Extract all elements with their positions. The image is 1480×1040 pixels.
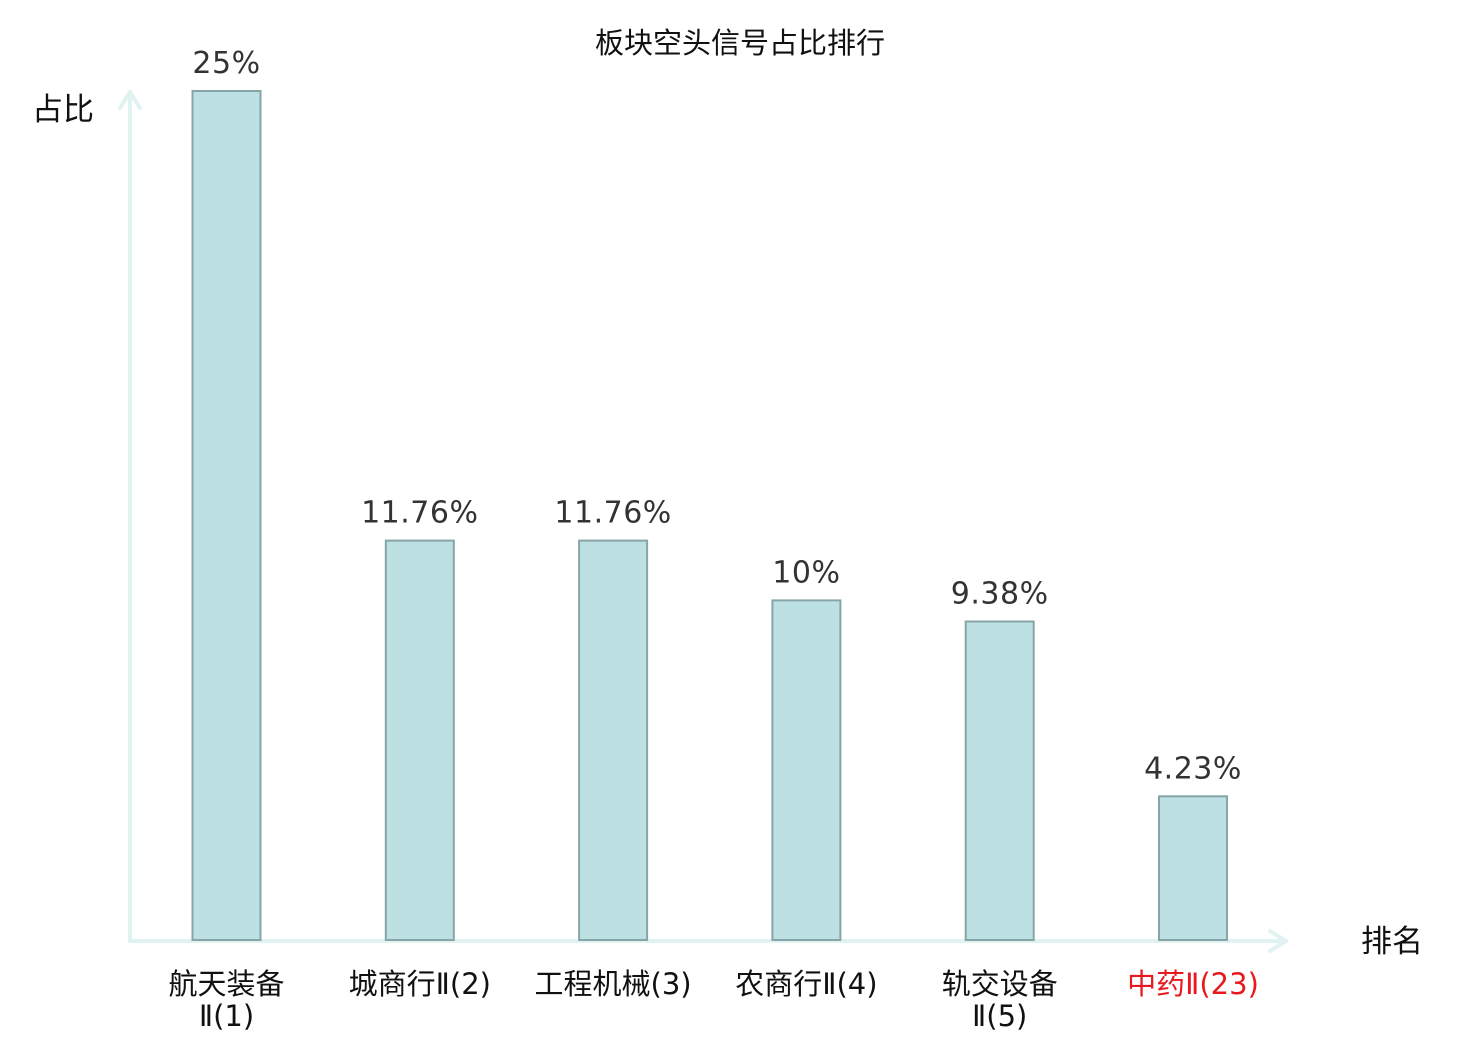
- value-label-1: 25%: [192, 46, 260, 81]
- value-label-6: 4.23%: [1144, 751, 1242, 786]
- category-labels-group: 航天装备 Ⅱ(1) 城商行Ⅱ(2) 工程机械(3) 农商行Ⅱ(4) 轨交设备 Ⅱ(5) 中药Ⅱ…: [168, 967, 1258, 1033]
- value-labels-group: 25% 11.76% 11.76% 10% 9.38% 4.23%: [192, 46, 1242, 786]
- bars-group: [191, 90, 1228, 942]
- bar-1: [191, 90, 262, 941]
- x-axis-label: 排名: [1361, 924, 1423, 960]
- category-label-1: 航天装备 Ⅱ(1): [168, 967, 284, 1033]
- bar-4: [771, 599, 842, 942]
- y-axis-label: 占比: [32, 92, 94, 128]
- category-label-line: 轨交设备: [942, 967, 1058, 1001]
- value-label-4: 10%: [772, 555, 840, 590]
- value-label-3: 11.76%: [554, 496, 671, 531]
- category-label-line: 中药Ⅱ(23): [1127, 967, 1259, 1001]
- category-label-line: Ⅱ(5): [972, 999, 1027, 1033]
- x-axis-arrowhead: [1268, 929, 1288, 953]
- value-label-5: 9.38%: [951, 577, 1049, 612]
- category-label-5: 轨交设备 Ⅱ(5): [942, 967, 1058, 1033]
- value-label-2: 11.76%: [361, 496, 478, 531]
- category-label-2: 城商行Ⅱ(2): [349, 967, 491, 1001]
- bar-6: [1158, 795, 1228, 941]
- category-label-line: 城商行Ⅱ(2): [349, 967, 491, 1001]
- chart-title: 板块空头信号占比排行: [595, 26, 885, 60]
- category-label-line: 航天装备: [168, 967, 284, 1001]
- category-label-6: 中药Ⅱ(23): [1127, 967, 1259, 1001]
- category-label-line: Ⅱ(1): [199, 999, 254, 1033]
- bar-3: [578, 539, 649, 941]
- bar-2: [384, 539, 455, 941]
- bar-5: [964, 620, 1035, 941]
- y-axis-arrowhead: [118, 90, 142, 110]
- category-label-line: 农商行Ⅱ(4): [735, 967, 877, 1001]
- category-label-3: 工程机械(3): [535, 967, 692, 1001]
- category-label-line: 工程机械(3): [535, 967, 692, 1001]
- category-label-4: 农商行Ⅱ(4): [735, 967, 877, 1001]
- axes: [118, 90, 1288, 953]
